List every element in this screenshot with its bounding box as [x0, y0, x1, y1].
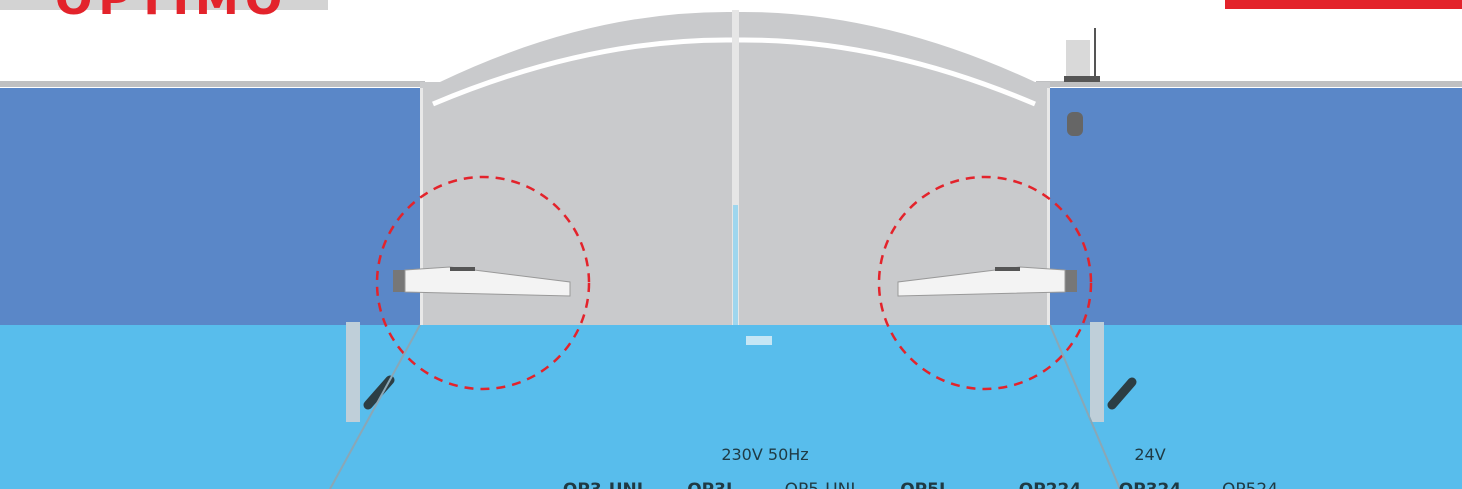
model-label: OP324 [1119, 480, 1182, 489]
wall-left [0, 88, 420, 326]
callout-line [1049, 324, 1121, 489]
model-label: OP524 [1222, 480, 1278, 489]
wall-right [1050, 88, 1462, 326]
gate-edge [1047, 88, 1050, 326]
flash-base [1064, 76, 1100, 82]
photocell-post [1090, 322, 1137, 422]
red-bar [1225, 0, 1462, 9]
gate-center [732, 10, 739, 328]
drop-bolt [733, 205, 738, 325]
highlight-circle [877, 175, 1093, 391]
wall-cap [0, 81, 425, 87]
logo-box [0, 0, 328, 10]
labels: 230V 50Hz 24V OP3-UNI OP3L OP5-UNI OP5L OP224 O… [563, 445, 1278, 489]
wall-cap [1036, 81, 1462, 87]
model-label: OP5-UNI [785, 480, 856, 489]
model-label: OP3L [687, 480, 737, 489]
gate-stop [746, 336, 772, 345]
flash-light [1066, 40, 1090, 80]
operator-right [897, 266, 1077, 297]
logo-text: OPTIMO [55, 0, 288, 25]
operator-left [393, 266, 571, 297]
model-label: OP3-UNI [563, 480, 643, 489]
voltage-label: 24V [1134, 445, 1165, 464]
keypad [1067, 112, 1083, 136]
model-label: OP224 [1019, 480, 1082, 489]
voltage-label: 230V 50Hz [721, 445, 808, 464]
photocell-post [346, 322, 395, 422]
model-label: OP5L [900, 480, 950, 489]
ground [0, 325, 1462, 489]
callout-line [329, 324, 421, 489]
highlight-circle [375, 175, 591, 391]
gate-edge [420, 88, 423, 326]
